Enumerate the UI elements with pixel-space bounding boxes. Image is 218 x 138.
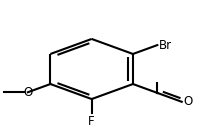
Text: F: F bbox=[88, 115, 95, 128]
Text: Br: Br bbox=[158, 39, 172, 52]
Text: O: O bbox=[184, 95, 193, 108]
Text: O: O bbox=[23, 86, 32, 99]
